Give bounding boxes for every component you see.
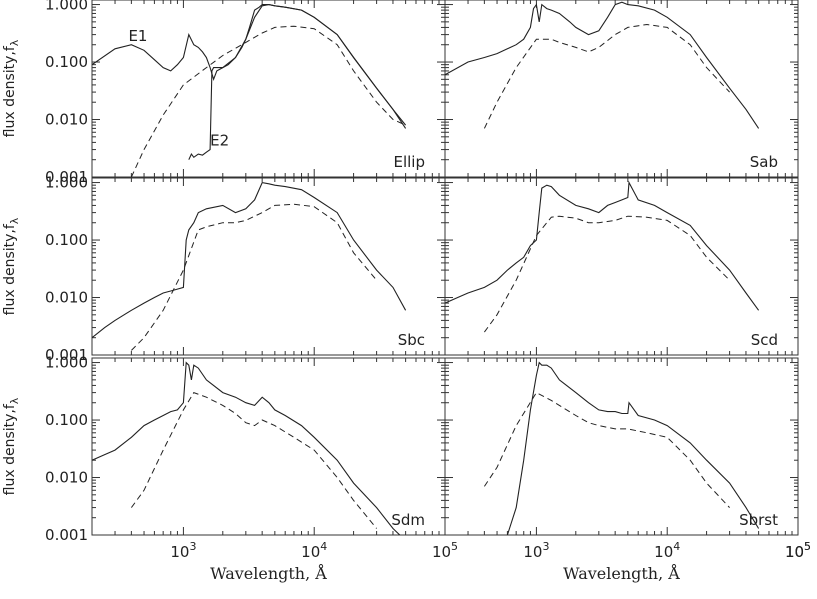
panel-name: Ellip	[393, 153, 425, 171]
y-tick-label: 0.010	[45, 111, 88, 129]
panel-name: Sdm	[391, 511, 425, 529]
y-axis-label: flux density,fλ	[2, 397, 21, 495]
series-solid-1	[188, 4, 407, 160]
x-tick-label: 104	[301, 540, 327, 561]
x-tick-label: 104	[654, 540, 680, 561]
panel-ellip: Ellip E1 E2	[91, 0, 446, 178]
panel-name: Scd	[751, 331, 778, 349]
y-axis-label: flux density,fλ	[2, 39, 21, 137]
y-tick-label: 1.000	[45, 174, 88, 192]
series-solid-0	[445, 180, 760, 311]
y-tick-label: 1.000	[45, 0, 88, 14]
x-axis-label: Wavelength, Å	[210, 563, 327, 583]
panel-sdm: Sdm	[91, 357, 446, 536]
panels-layer: Ellip E1 E2 Sab Sbc Scd Sdm Sbrst	[91, 0, 799, 536]
series-solid-0	[445, 1, 760, 129]
x-tick-label: 105	[432, 540, 458, 561]
series-solid-0	[506, 361, 760, 535]
y-tick-label: 0.010	[45, 469, 88, 487]
x-tick-label: 103	[523, 540, 549, 561]
y-axis-label: flux density,fλ	[2, 217, 21, 315]
series-solid-0	[92, 181, 407, 339]
y-tick-label: 0.010	[45, 289, 88, 307]
series-dashed-1	[483, 391, 730, 508]
x-tick-label: 105	[785, 540, 811, 561]
axis-labels-layer: 1.000 0.100 0.010 0.001 flux density,fλ 1.000…	[2, 0, 811, 583]
series-dashed-2	[130, 25, 406, 177]
series-dashed-1	[131, 203, 377, 351]
series-dashed-1	[130, 391, 377, 529]
y-tick-label: 1.000	[45, 354, 88, 372]
y-tick-label: 0.001	[45, 526, 88, 544]
y-tick-label: 0.001	[45, 346, 88, 364]
panel-frame	[91, 357, 446, 536]
series-solid-0	[92, 361, 401, 535]
panel-frame	[444, 177, 799, 356]
panel-frame	[444, 0, 799, 178]
annotation-label: E1	[128, 27, 147, 45]
series-dashed-1	[483, 23, 730, 129]
panel-name: Sab	[750, 153, 778, 171]
panel-scd: Scd	[444, 177, 799, 356]
x-axis-label: Wavelength, Å	[563, 563, 680, 583]
series-dashed-1	[483, 215, 730, 333]
x-tick-label: 103	[170, 540, 196, 561]
y-tick-label: 0.100	[45, 53, 88, 71]
panel-frame	[444, 357, 799, 536]
panel-name: Sbc	[398, 331, 425, 349]
y-tick-label: 0.001	[45, 168, 88, 186]
panel-sbc: Sbc	[91, 177, 446, 356]
panel-name: Sbrst	[739, 511, 778, 529]
y-tick-label: 0.100	[45, 231, 88, 249]
y-tick-label: 0.100	[45, 411, 88, 429]
panel-frame	[91, 177, 446, 356]
panel-sbrst: Sbrst	[444, 357, 799, 536]
annotation-label: E2	[210, 132, 229, 150]
panel-sab: Sab	[444, 0, 799, 178]
